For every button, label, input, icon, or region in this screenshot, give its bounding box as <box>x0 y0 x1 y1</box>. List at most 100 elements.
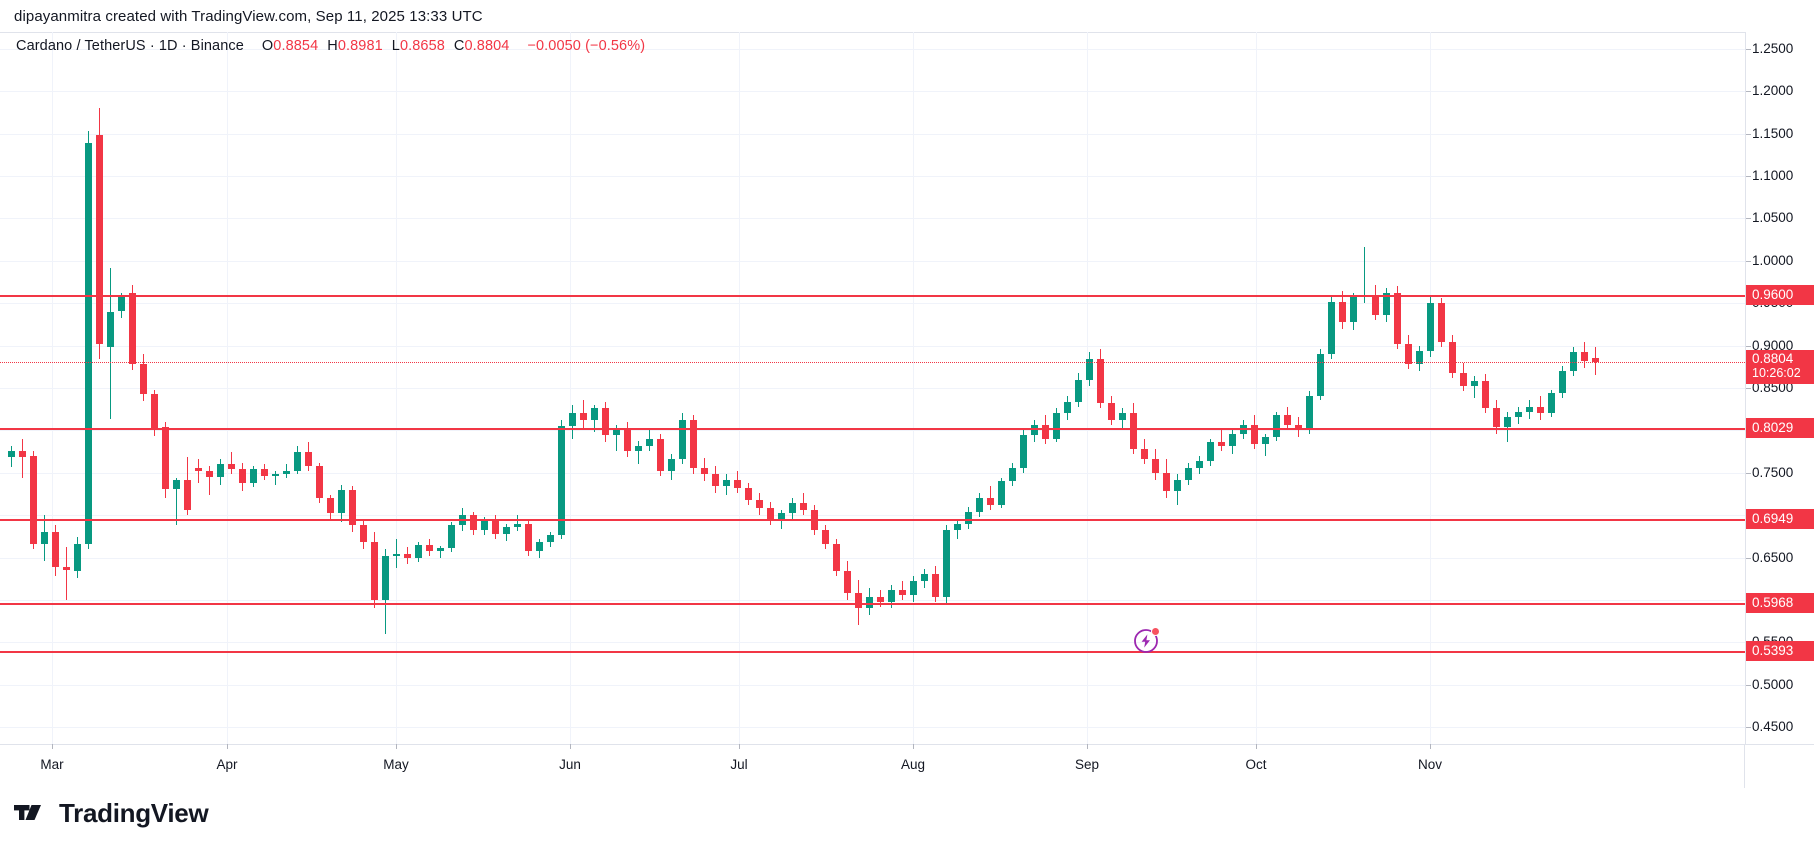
candle-body <box>1339 301 1346 322</box>
level-badge-0694[interactable]: 0.6949 <box>1746 509 1814 529</box>
candle-body <box>1449 342 1456 373</box>
price-axis-tickmark <box>1746 558 1751 559</box>
price-axis-label: 1.2500 <box>1752 41 1794 56</box>
time-axis-label: Jul <box>730 757 748 772</box>
candle-body <box>1086 359 1093 380</box>
price-axis-label: 1.2000 <box>1752 83 1794 98</box>
candle-body <box>558 426 565 536</box>
tradingview-logo[interactable]: TradingView <box>14 800 209 826</box>
price-axis-tickmark <box>1746 218 1751 219</box>
candle-body <box>712 474 719 487</box>
horizontal-level-line[interactable] <box>0 603 1745 605</box>
attribution-text: dipayanmitra created with TradingView.co… <box>14 8 483 25</box>
gridline-horizontal <box>0 388 1745 389</box>
price-axis-tickmark <box>1746 261 1751 262</box>
candle-body <box>536 542 543 551</box>
time-axis-label: Aug <box>900 757 926 772</box>
legend-low-value: 0.8658 <box>399 38 445 54</box>
price-axis[interactable]: 1.25001.20001.15001.10001.05001.00000.95… <box>1745 32 1814 744</box>
time-axis-label: Nov <box>1417 757 1443 772</box>
price-axis-label: 0.4500 <box>1752 719 1794 734</box>
level-badge-0596[interactable]: 0.5968 <box>1746 593 1814 613</box>
candle-body <box>976 498 983 512</box>
time-axis-label: Oct <box>1245 757 1267 772</box>
candle-body <box>1097 359 1104 404</box>
level-badge-0802[interactable]: 0.8029 <box>1746 418 1814 438</box>
candle-body <box>1130 413 1137 450</box>
candle-body <box>327 498 334 514</box>
horizontal-level-line[interactable] <box>0 519 1745 521</box>
candle-body <box>1196 460 1203 468</box>
candle-body <box>1218 442 1225 446</box>
candle-body <box>1416 350 1423 365</box>
candle-body <box>316 465 323 499</box>
candle-wick <box>209 465 210 495</box>
candle-body <box>195 467 202 472</box>
horizontal-level-line[interactable] <box>0 295 1745 297</box>
candle-body <box>547 535 554 543</box>
legend-low-label: L <box>391 38 400 54</box>
candle-body <box>1020 435 1027 468</box>
candle-body <box>1537 406 1544 414</box>
gridline-vertical <box>52 32 53 744</box>
candle-body <box>382 555 389 600</box>
chart-plot-area[interactable] <box>0 32 1745 744</box>
candle-body <box>1504 416 1511 427</box>
candle-body <box>1185 467 1192 480</box>
candle-wick <box>22 438 23 478</box>
candle-body <box>217 464 224 477</box>
time-axis[interactable]: Mar Apr May Jun Jul Aug Sep Oct Nov <box>0 744 1814 789</box>
price-axis-tickmark <box>1746 388 1751 389</box>
gridline-horizontal <box>0 346 1745 347</box>
candle-body <box>250 468 257 483</box>
legend-close-label: C <box>453 38 465 54</box>
gridline-vertical <box>396 32 397 744</box>
candle-body <box>481 520 488 531</box>
candlestick-series <box>0 32 1745 744</box>
candle-body <box>778 513 785 519</box>
candle-wick <box>1221 430 1222 451</box>
price-axis-tickmark <box>1746 346 1751 347</box>
level-badge-0960[interactable]: 0.9600 <box>1746 285 1814 305</box>
candle-body <box>107 311 114 348</box>
current-price-line[interactable] <box>0 362 1745 363</box>
gridline-horizontal <box>0 685 1745 686</box>
plot-top-border <box>0 32 1745 33</box>
time-axis-label: Mar <box>40 757 64 772</box>
candle-body <box>1251 425 1258 444</box>
horizontal-level-line[interactable] <box>0 651 1745 653</box>
price-axis-tickmark <box>1746 473 1751 474</box>
candle-body <box>1438 303 1445 343</box>
candle-body <box>1526 406 1533 412</box>
candle-body <box>1108 403 1115 421</box>
candle-body <box>1031 425 1038 436</box>
candle-body <box>1581 352 1588 361</box>
badge-price: 0.8804 <box>1752 351 1794 366</box>
price-axis-label: 1.1500 <box>1752 126 1794 141</box>
lightning-bolt-icon[interactable] <box>1133 627 1160 654</box>
horizontal-level-line[interactable] <box>0 428 1745 430</box>
candle-body <box>954 523 961 531</box>
candle-body <box>866 596 873 609</box>
candle-body <box>404 554 411 558</box>
legend-open-label: O <box>261 38 274 54</box>
candle-body <box>1493 408 1500 427</box>
legend-open-value: 0.8854 <box>273 38 319 54</box>
candle-body <box>1174 479 1181 492</box>
candle-body <box>162 426 169 489</box>
badge-price: 0.5968 <box>1752 595 1794 610</box>
candle-body <box>1273 415 1280 438</box>
candle-body <box>1064 401 1071 414</box>
candle-body <box>1592 357 1599 363</box>
candle-body <box>613 428 620 436</box>
candle-body <box>1306 396 1313 431</box>
candle-body <box>1482 381 1489 409</box>
candle-body <box>932 574 939 597</box>
legend-change-value: −0.0050 (−0.56%) <box>527 38 646 54</box>
time-axis-separator <box>1744 745 1745 789</box>
level-badge-0539[interactable]: 0.5393 <box>1746 641 1814 661</box>
candle-body <box>591 408 598 421</box>
current-price-badge[interactable]: 0.8804 10:26:02 <box>1746 350 1814 384</box>
candle-body <box>888 589 895 602</box>
gridline-horizontal <box>0 727 1745 728</box>
